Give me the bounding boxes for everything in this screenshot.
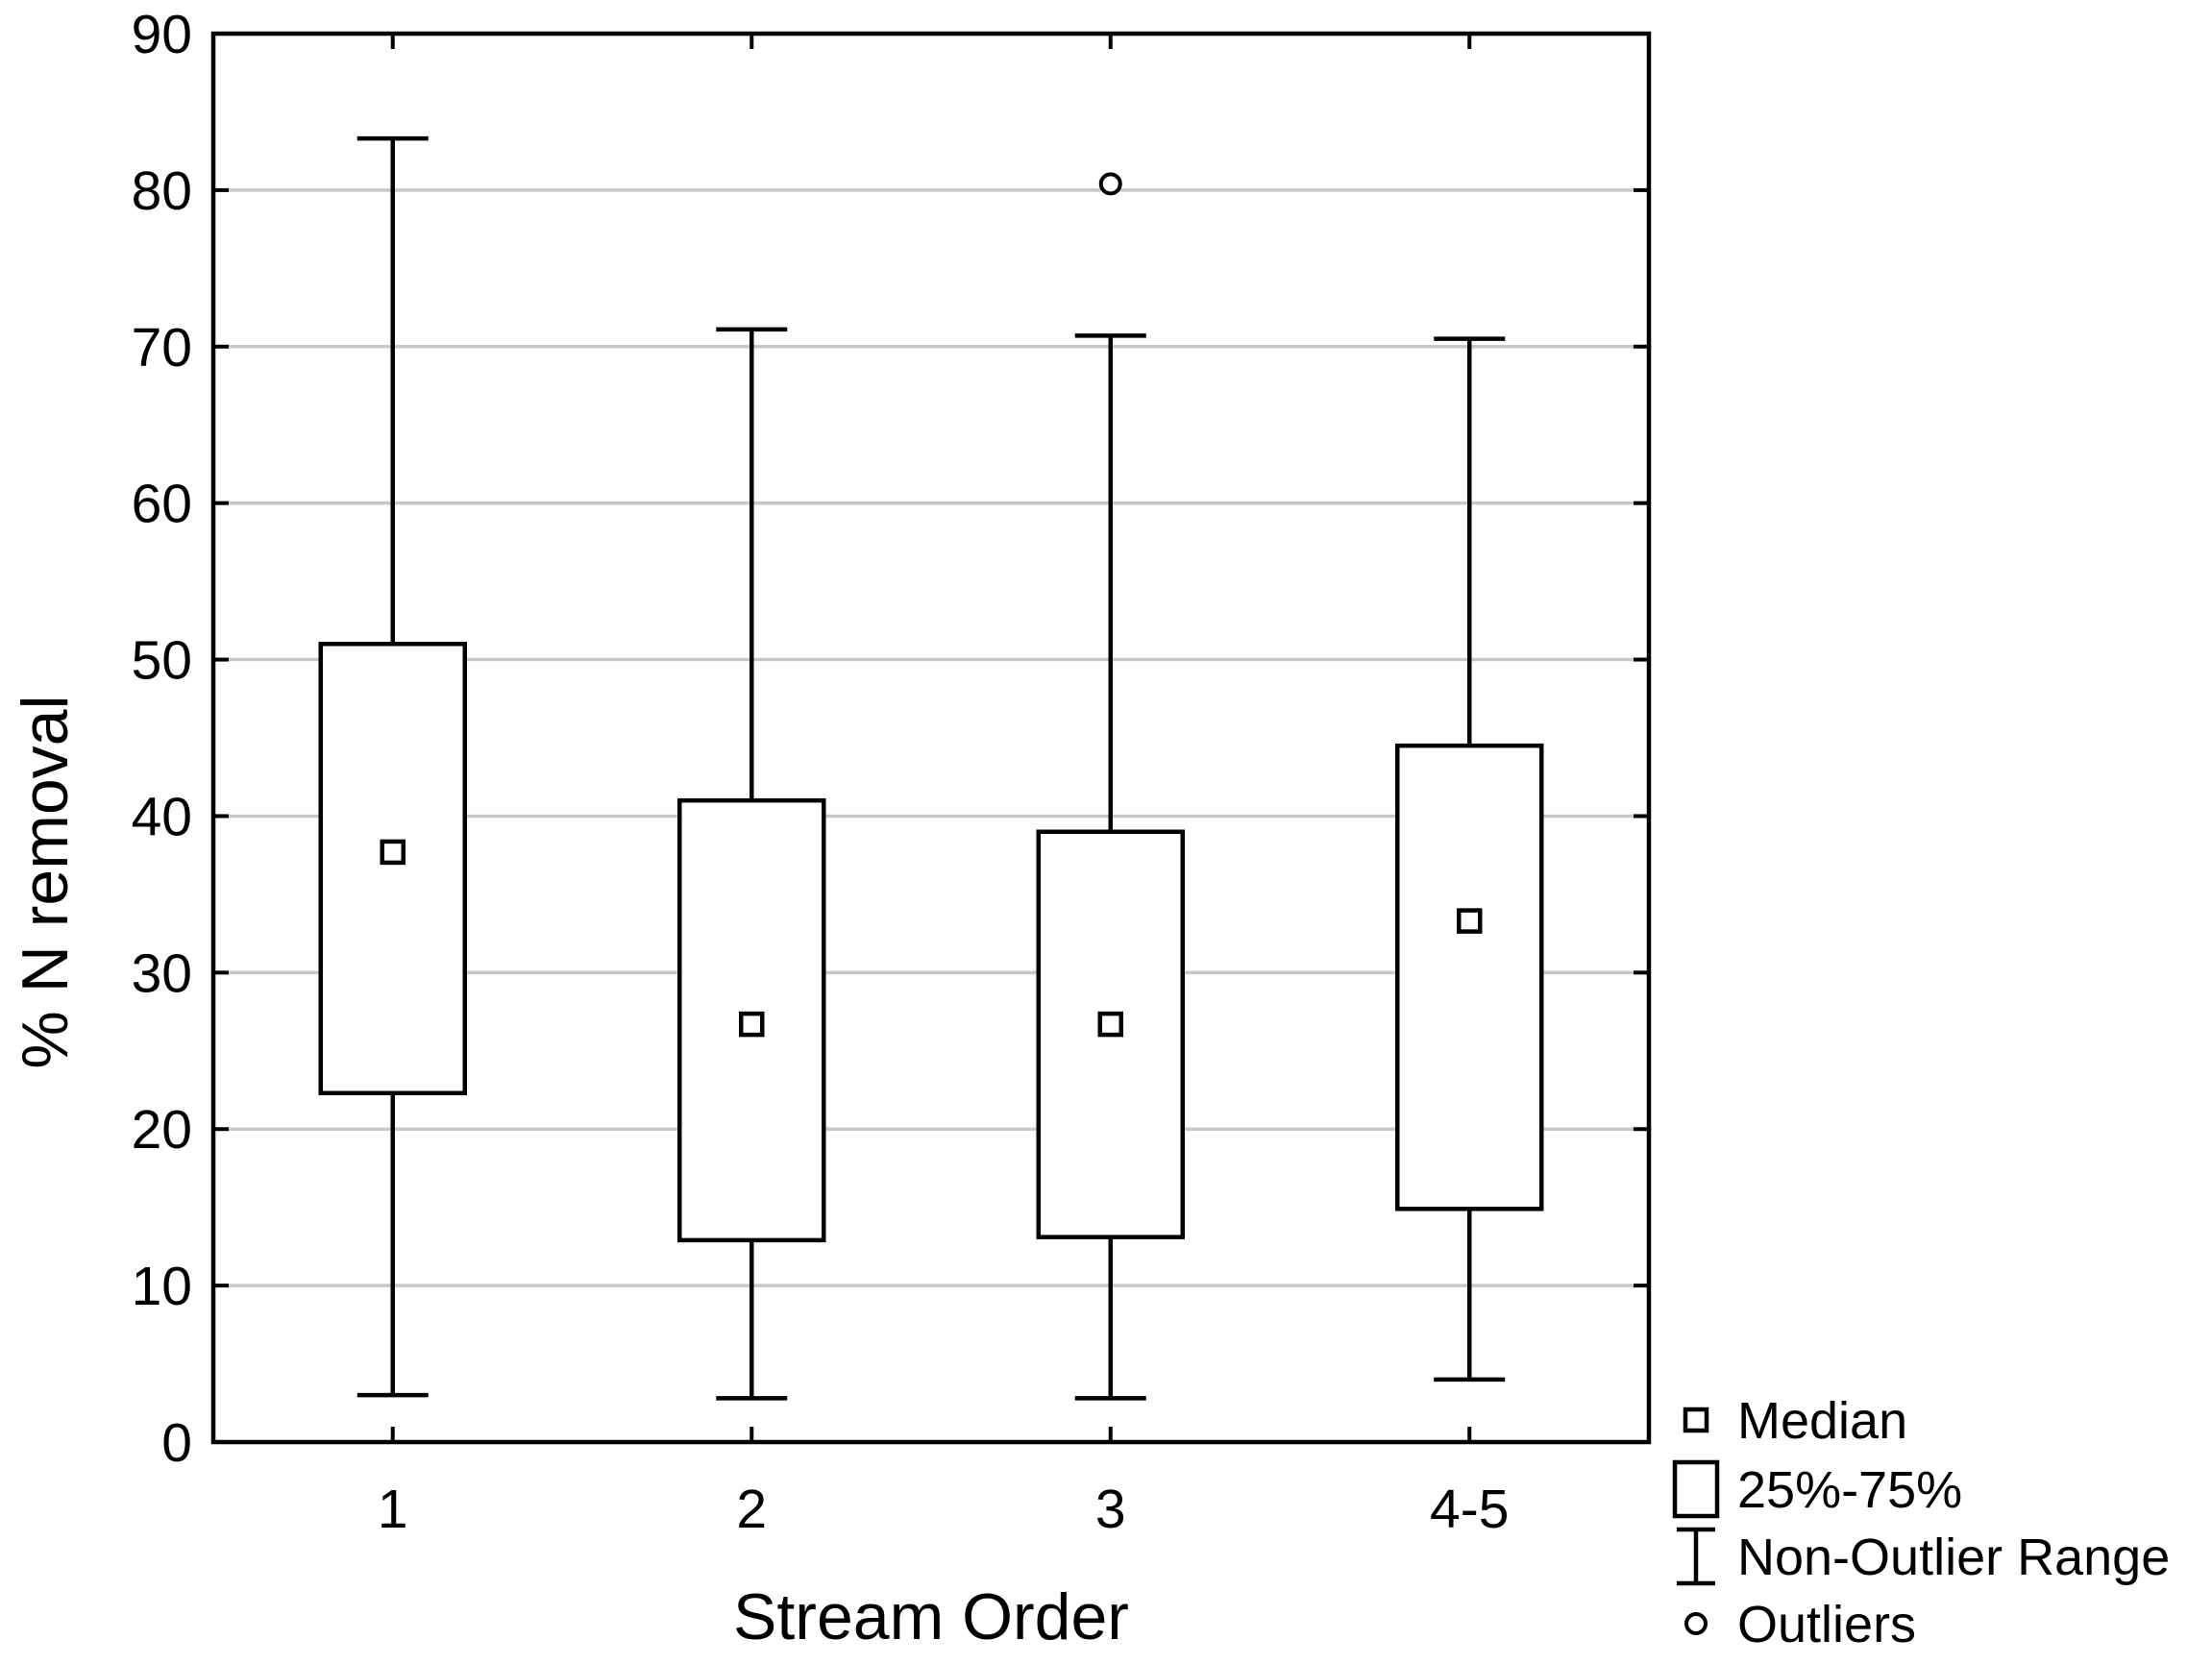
y-axis-label: % N removal: [9, 695, 82, 1068]
box-group: [1395, 336, 1544, 1383]
y-tick-label: 0: [161, 1412, 192, 1474]
legend-label: 25%-75%: [1737, 1461, 1962, 1519]
y-tick-label: 20: [132, 1099, 192, 1161]
x-tick-label: 2: [736, 1479, 767, 1540]
legend-label: Non-Outlier Range: [1737, 1529, 2170, 1586]
legend-item: 25%-75%: [1672, 1459, 1962, 1519]
median-marker: [739, 1011, 765, 1038]
y-tick-label: 70: [132, 317, 192, 379]
legend-box-symbol: [1672, 1459, 1720, 1519]
box-group: [677, 327, 826, 1401]
x-tick-label: 3: [1095, 1479, 1126, 1540]
y-tick-label: 40: [132, 786, 192, 847]
legend-item: Non-Outlier Range: [1677, 1527, 2170, 1586]
x-tick-label: 1: [378, 1479, 408, 1540]
legend: Median 25%-75% Non-Outlier Range Outliers: [1672, 1392, 2170, 1653]
y-tick-label: 30: [132, 942, 192, 1004]
y-tick-label: 80: [132, 160, 192, 222]
median-marker: [380, 839, 406, 866]
median-marker: [1097, 1011, 1123, 1038]
legend-outlier-symbol: [1684, 1612, 1708, 1635]
y-tick-label: 50: [132, 630, 192, 692]
axis-ticks: 0 10 20 30 40 50 60 70 80 90 1 2 3 4-5: [132, 4, 1649, 1540]
iqr-box: [1395, 743, 1544, 1211]
y-tick-label: 60: [132, 474, 192, 535]
box-group: [1036, 172, 1185, 1401]
x-axis-label: Stream Order: [733, 1580, 1129, 1653]
median-marker: [1457, 908, 1483, 934]
plot-frame: [210, 31, 1652, 1445]
legend-item: Median: [1683, 1392, 1907, 1450]
iqr-box: [318, 642, 467, 1096]
legend-median-marker: [1683, 1407, 1709, 1433]
y-tick-label: 10: [132, 1256, 192, 1317]
boxes: [318, 135, 1544, 1401]
legend-item: Outliers: [1684, 1596, 1916, 1653]
outlier-point: [1098, 172, 1122, 196]
y-tick-label: 90: [132, 4, 192, 65]
legend-label: Outliers: [1737, 1596, 1916, 1653]
legend-label: Median: [1737, 1392, 1907, 1450]
box-group: [318, 135, 467, 1398]
x-tick-label: 4-5: [1430, 1479, 1509, 1540]
